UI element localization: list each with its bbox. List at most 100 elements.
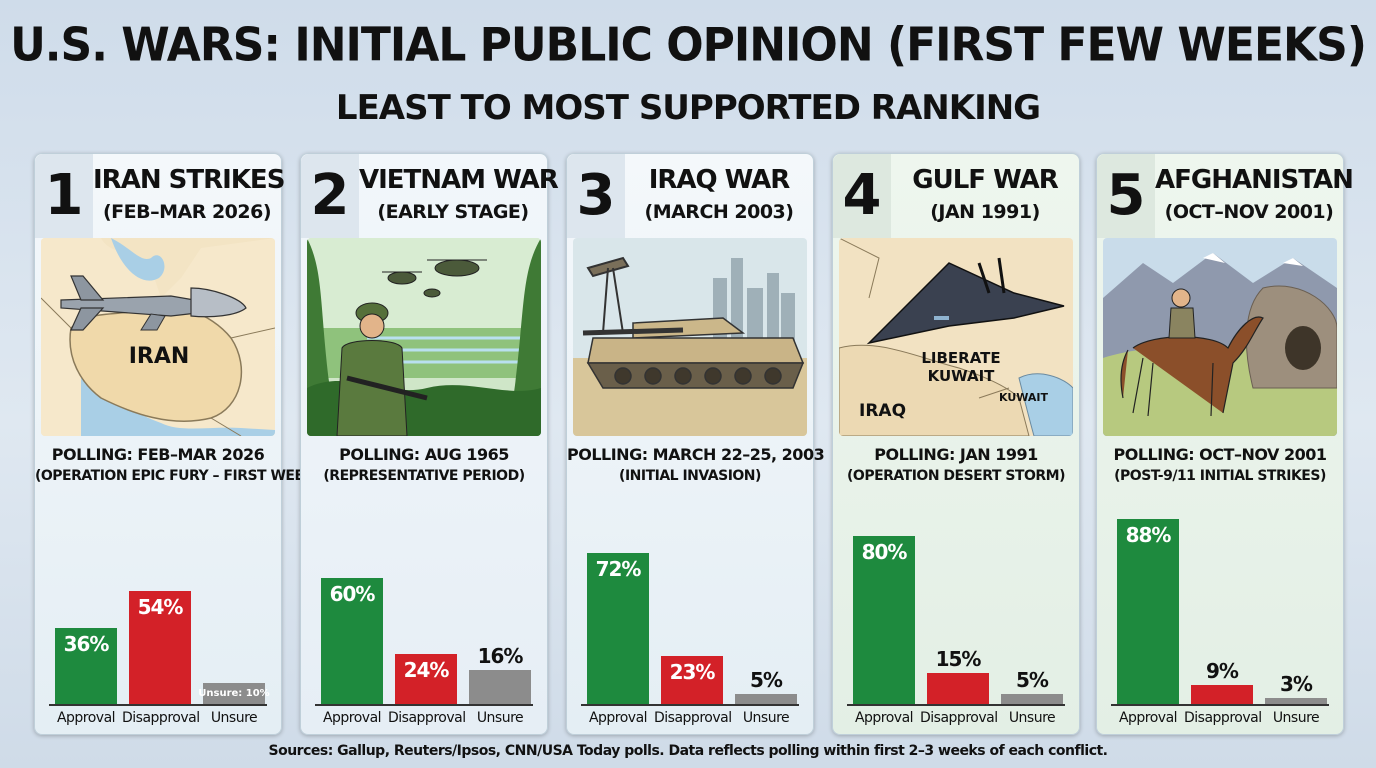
page-title: U.S. WARS: INITIAL PUBLIC OPINION (FIRST… [10, 18, 1367, 73]
category-label-unsure: Unsure [1272, 710, 1320, 726]
x-axis-line [581, 704, 799, 706]
conflict-name: VIETNAM WAR [359, 165, 559, 195]
map-label-iraq: IRAQ [859, 401, 906, 421]
category-label-approval: Approval [854, 710, 914, 726]
map-label-iran: IRAN [129, 344, 190, 369]
bar-disapproval [661, 655, 723, 704]
illustration-horseback-soldier [1103, 238, 1337, 436]
bar-value-label: 54% [137, 594, 184, 619]
x-axis-line [315, 704, 533, 706]
rank-number: 4 [833, 154, 891, 238]
conflict-period: (JAN 1991) [930, 201, 1040, 223]
soldier-icon [1168, 288, 1196, 339]
card-header: AFGHANISTAN (OCT–NOV 2001) [1155, 162, 1354, 226]
bar-chart: 88% Approval 9% Disapproval 3% Unsure [1097, 494, 1343, 734]
bar-value-label: Unsure: 10% [198, 688, 270, 699]
drone-icon [60, 275, 247, 331]
bar-value-label: 9% [1206, 659, 1239, 684]
map-label-kuwait: KUWAIT [999, 391, 1049, 404]
bar-approval [853, 536, 915, 704]
conflict-period: (FEB–MAR 2026) [102, 201, 272, 223]
soldier-icon [336, 302, 428, 436]
tank-icon [582, 317, 805, 389]
category-label-unsure: Unsure [476, 710, 524, 726]
bar-disapproval [927, 672, 989, 704]
bar-value-label: 72% [595, 556, 642, 581]
x-axis-line [1111, 704, 1329, 706]
x-axis-line [847, 704, 1065, 706]
oil-pump-icon [586, 256, 630, 334]
category-label-disapproval: Disapproval [920, 710, 998, 726]
x-axis-line [49, 704, 267, 706]
bar-chart: 36% Approval 54% Disapproval Unsure: 10% Unsu… [35, 494, 281, 734]
bar-approval [587, 552, 649, 704]
conflict-period: (MARCH 2003) [644, 201, 794, 223]
polling-date: POLLING: AUG 1965 [339, 445, 509, 464]
category-label-approval: Approval [322, 710, 382, 726]
category-label-disapproval: Disapproval [1184, 710, 1262, 726]
sources-footnote: Sources: Gallup, Reuters/Ipsos, CNN/USA … [268, 743, 1109, 759]
illustration-tank [573, 238, 807, 436]
stealth-jet-icon [866, 257, 1065, 345]
rank-number: 5 [1097, 154, 1155, 238]
card-afghanistan: 5 AFGHANISTAN (OCT–NOV 2001) POLLING: OC… [1096, 153, 1354, 735]
polling-note: (INITIAL INVASION) [619, 468, 761, 484]
conflict-name: GULF WAR [912, 165, 1059, 195]
page-subtitle: LEAST TO MOST SUPPORTED RANKING [335, 88, 1041, 128]
bar-approval [55, 628, 117, 704]
category-label-approval: Approval [1118, 710, 1178, 726]
card-iran-strikes: 1 IRAN STRIKES (FEB–MAR 2026) IRAN POLLI… [34, 153, 320, 735]
bar-disapproval [395, 653, 457, 704]
polling-info: POLLING: AUG 1965 (REPRESENTATIVE PERIOD… [301, 444, 547, 486]
polling-date: POLLING: FEB–MAR 2026 [51, 445, 265, 464]
bar-value-label: 60% [329, 582, 376, 606]
bar-disapproval [129, 590, 191, 704]
conflict-period: (EARLY STAGE) [377, 201, 529, 223]
illustration-jungle-soldier [307, 238, 541, 436]
polling-note: (POST-9/11 INITIAL STRIKES) [1114, 468, 1326, 484]
polling-date: POLLING: JAN 1991 [874, 445, 1038, 464]
helicopter-icon [382, 259, 487, 298]
bar-value-label: 88% [1125, 523, 1172, 548]
polling-date: POLLING: MARCH 22–25, 2003 [567, 445, 825, 464]
category-label-disapproval: Disapproval [122, 710, 200, 726]
rank-number: 1 [35, 154, 93, 238]
bar-disapproval [1191, 685, 1253, 704]
polling-note: (OPERATION DESERT STORM) [847, 468, 1065, 484]
polling-date: POLLING: OCT–NOV 2001 [1113, 445, 1327, 464]
polling-note: (REPRESENTATIVE PERIOD) [323, 468, 525, 484]
bar-chart: 72% Approval 23% Disapproval 5% Unsure [567, 494, 813, 734]
bar-unsure [1265, 697, 1327, 704]
category-label-unsure: Unsure [742, 710, 790, 726]
category-label-disapproval: Disapproval [388, 710, 466, 726]
bar-value-label: 5% [1016, 667, 1049, 692]
conflict-name: IRAQ WAR [648, 165, 791, 195]
rank-number: 3 [567, 154, 625, 238]
illustration-iran-map: IRAN [41, 238, 275, 436]
bar-value-label: 36% [63, 632, 110, 657]
bar-unsure [203, 683, 265, 704]
bar-approval [321, 578, 383, 704]
bar-value-label: 5% [750, 667, 783, 692]
card-header: VIETNAM WAR (EARLY STAGE) [359, 162, 559, 226]
city-skyline-icon [713, 258, 795, 348]
bar-unsure [1001, 693, 1063, 704]
polling-info: POLLING: JAN 1991 (OPERATION DESERT STOR… [833, 444, 1079, 486]
bar-value-label: 80% [861, 540, 908, 564]
bar-chart: 60% Approval 24% Disapproval 16% Unsure [301, 494, 547, 734]
map-label-liberate: LIBERATE [921, 349, 1000, 367]
category-label-unsure: Unsure [1008, 710, 1056, 726]
polling-info: POLLING: MARCH 22–25, 2003 (INITIAL INVA… [567, 444, 825, 486]
bar-value-label: 3% [1280, 671, 1313, 696]
card-header: IRAN STRIKES (FEB–MAR 2026) [93, 162, 285, 226]
bar-value-label: 16% [477, 644, 524, 669]
map-label-kuwait-slogan: KUWAIT [928, 367, 996, 385]
bar-approval [1117, 519, 1179, 704]
category-label-approval: Approval [588, 710, 648, 726]
bar-value-label: 24% [403, 657, 450, 682]
card-vietnam-war: 2 VIETNAM WAR (EARLY STAGE) [300, 153, 559, 735]
card-header: IRAQ WAR (MARCH 2003) [625, 162, 813, 226]
polling-note: (OPERATION EPIC FURY – FIRST WEEK) [35, 468, 320, 484]
conflict-period: (OCT–NOV 2001) [1164, 201, 1334, 223]
illustration-gulf-map: LIBERATE KUWAIT IRAQ KUWAIT [839, 238, 1073, 436]
